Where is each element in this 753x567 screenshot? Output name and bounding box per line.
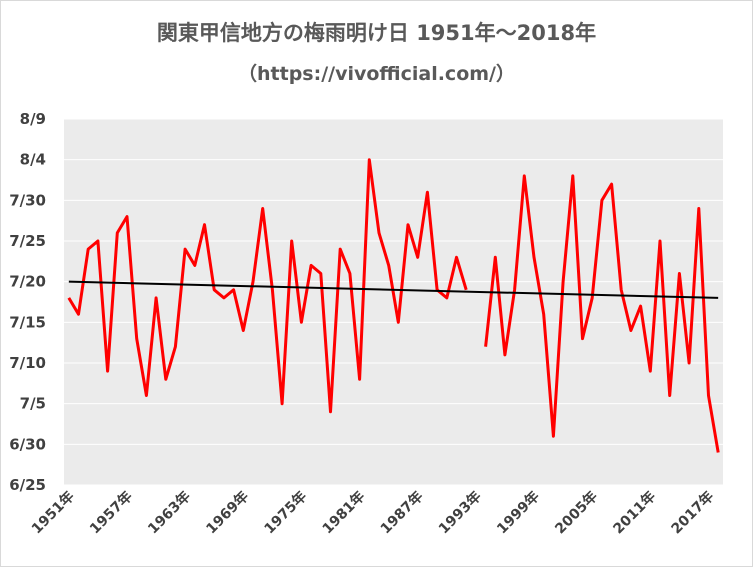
x-tick-label: 1969年	[203, 488, 252, 537]
y-tick-label: 7/20	[9, 273, 46, 291]
x-tick-label: 1957年	[86, 488, 135, 537]
x-tick-label: 1987年	[377, 488, 426, 537]
rainy-season-end-line	[67, 158, 720, 453]
x-tick-label: 1999年	[493, 488, 542, 537]
x-tick-label: 2011年	[610, 488, 659, 537]
chart-subtitle: （https://vivofficial.com/）	[238, 63, 515, 85]
x-tick-label: 1975年	[261, 488, 310, 537]
y-tick-label: 8/9	[20, 110, 46, 128]
chart-title: 関東甲信地方の梅雨明け日 1951年～2018年	[156, 21, 597, 45]
y-tick-label: 7/25	[9, 232, 46, 250]
x-tick-label: 1951年	[28, 488, 77, 537]
x-tick-label: 1963年	[144, 488, 193, 537]
x-tick-label: 2005年	[552, 488, 601, 537]
x-tick-label: 1981年	[319, 488, 368, 537]
y-tick-label: 6/25	[9, 476, 46, 494]
y-tick-label: 8/4	[20, 151, 46, 169]
y-tick-label: 7/5	[20, 395, 46, 413]
x-tick-label: 1993年	[435, 488, 484, 537]
trend-line	[68, 280, 719, 299]
y-tick-label: 6/30	[9, 435, 46, 453]
y-tick-label: 7/15	[9, 313, 46, 331]
y-tick-label: 7/10	[9, 354, 46, 372]
x-tick-label: 2017年	[668, 488, 717, 537]
y-tick-label: 7/30	[9, 191, 46, 209]
